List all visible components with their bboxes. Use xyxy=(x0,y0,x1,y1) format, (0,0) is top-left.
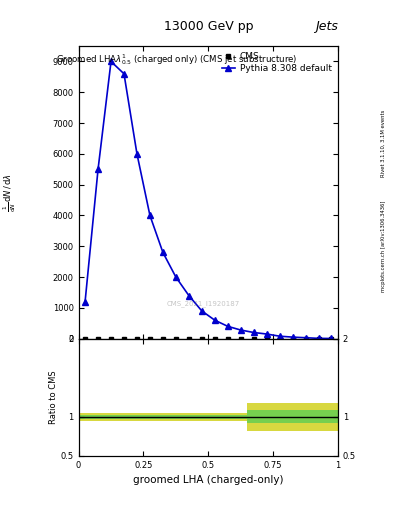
Text: mcplots.cern.ch [arXiv:1306.3436]: mcplots.cern.ch [arXiv:1306.3436] xyxy=(381,200,386,291)
Line: Pythia 8.308 default: Pythia 8.308 default xyxy=(82,59,334,342)
Pythia 8.308 default xyxy=(277,333,282,339)
CMS xyxy=(212,335,217,342)
Text: Rivet 3.1.10, 3.1M events: Rivet 3.1.10, 3.1M events xyxy=(381,110,386,177)
CMS xyxy=(264,335,269,342)
CMS xyxy=(199,335,204,342)
Pythia 8.308 default xyxy=(148,212,152,219)
Text: Jets: Jets xyxy=(315,20,338,33)
Pythia 8.308 default xyxy=(290,334,295,340)
CMS xyxy=(186,335,191,342)
CMS xyxy=(277,335,282,342)
Pythia 8.308 default xyxy=(226,323,230,329)
Legend: CMS, Pythia 8.308 default: CMS, Pythia 8.308 default xyxy=(220,51,334,75)
Pythia 8.308 default xyxy=(264,331,269,337)
Pythia 8.308 default xyxy=(96,166,101,173)
CMS xyxy=(122,335,127,342)
CMS xyxy=(161,335,165,342)
Pythia 8.308 default xyxy=(134,151,140,157)
CMS xyxy=(316,335,321,342)
Pythia 8.308 default xyxy=(161,249,165,255)
Pythia 8.308 default xyxy=(186,292,191,298)
CMS xyxy=(252,335,256,342)
X-axis label: groomed LHA (charged-only): groomed LHA (charged-only) xyxy=(133,475,283,485)
CMS xyxy=(329,335,334,342)
Pythia 8.308 default xyxy=(122,71,127,77)
Pythia 8.308 default xyxy=(238,327,243,333)
CMS xyxy=(108,335,114,342)
Pythia 8.308 default xyxy=(252,329,256,335)
Pythia 8.308 default xyxy=(108,58,114,65)
Text: CMS_2021_I1920187: CMS_2021_I1920187 xyxy=(167,300,240,307)
Pythia 8.308 default xyxy=(174,274,178,280)
Pythia 8.308 default xyxy=(329,335,334,342)
Pythia 8.308 default xyxy=(199,308,204,314)
CMS xyxy=(226,335,230,342)
Pythia 8.308 default xyxy=(83,298,88,305)
Y-axis label: $\frac{1}{\mathrm{d}N}\,\mathrm{d}N\,/\,\mathrm{d}\lambda$: $\frac{1}{\mathrm{d}N}\,\mathrm{d}N\,/\,… xyxy=(2,173,18,212)
Pythia 8.308 default xyxy=(316,335,321,342)
CMS xyxy=(134,335,140,342)
CMS xyxy=(83,335,88,342)
CMS xyxy=(174,335,178,342)
Text: Groomed LHA$\lambda^{1}_{0.5}$ (charged only) (CMS jet substructure): Groomed LHA$\lambda^{1}_{0.5}$ (charged … xyxy=(56,52,298,67)
CMS xyxy=(148,335,152,342)
CMS xyxy=(290,335,295,342)
CMS xyxy=(96,335,101,342)
Text: 13000 GeV pp: 13000 GeV pp xyxy=(163,20,253,33)
CMS xyxy=(303,335,308,342)
Line: CMS: CMS xyxy=(83,336,334,341)
Pythia 8.308 default xyxy=(303,335,308,341)
Y-axis label: Ratio to CMS: Ratio to CMS xyxy=(49,370,58,424)
CMS xyxy=(238,335,243,342)
Pythia 8.308 default xyxy=(212,317,217,323)
